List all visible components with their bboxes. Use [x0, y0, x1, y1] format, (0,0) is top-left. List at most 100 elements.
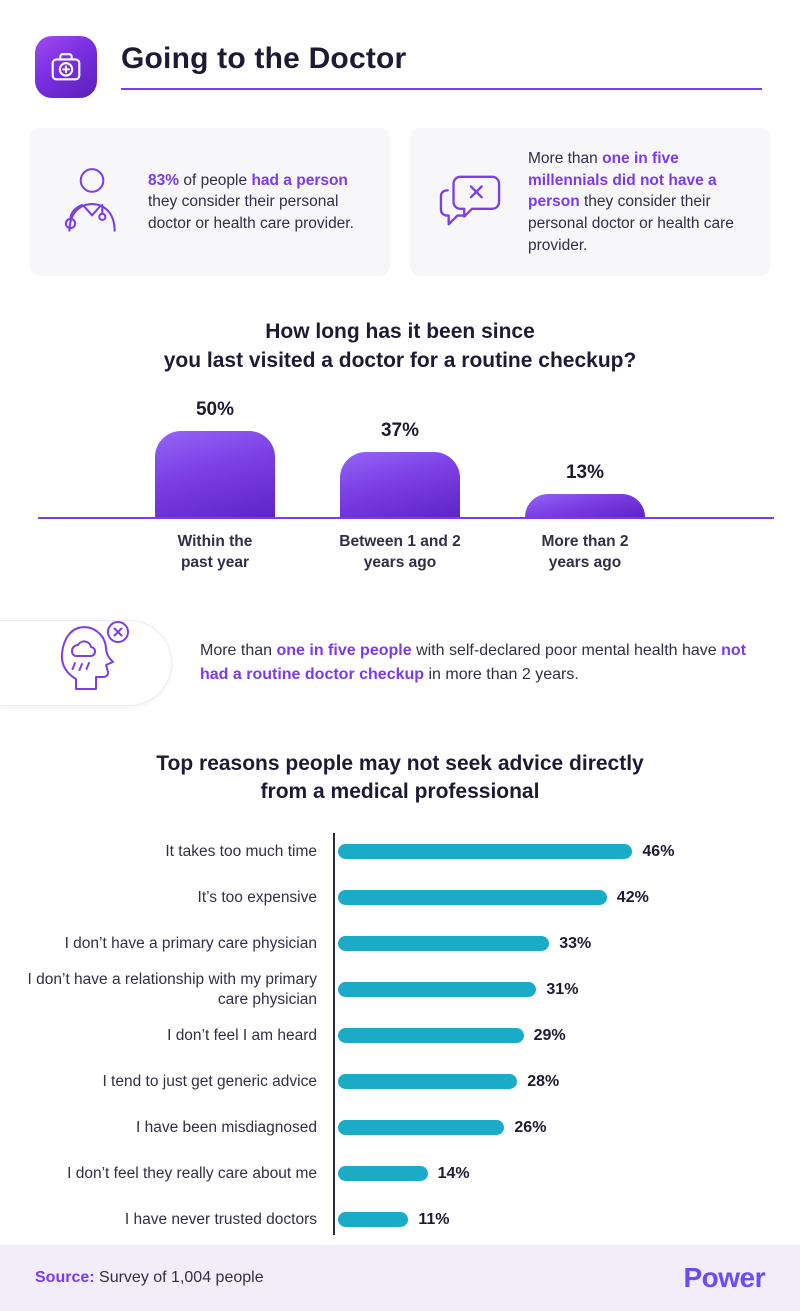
bar-label: I don’t have a relationship with my prim…: [27, 970, 317, 1008]
bar: [338, 1166, 428, 1182]
stat-highlight: had a person: [251, 171, 348, 189]
chart-title-line1: Top reasons people may not seek advice d…: [156, 751, 644, 775]
category-line: Between 1 and 2: [339, 533, 461, 551]
stat-card-text: More than one in five millennials did no…: [528, 148, 752, 256]
bar-value-label: 26%: [514, 1118, 547, 1136]
category-label: Between 1 and 2 years ago: [320, 532, 480, 574]
mental-health-icon: [38, 618, 134, 707]
category-line: past year: [180, 554, 250, 572]
bar-value-label: 29%: [533, 1026, 566, 1044]
bar: [338, 936, 550, 952]
chart-title-line2: from a medical professional: [260, 780, 540, 804]
chart-title-line1: How long has it been since: [265, 320, 535, 344]
stat-card-millennials: More than one in five millennials did no…: [410, 128, 770, 277]
source-note: Source: Survey of 1,004 people: [35, 1269, 264, 1287]
bar: [155, 431, 275, 518]
stat-card-text: 83% of people had a person they consider…: [148, 170, 372, 235]
bar-label: I tend to just get generic advice: [102, 1072, 317, 1090]
bar-row: I have never trusted doctors 11%: [15, 1197, 800, 1243]
medical-kit-icon: [35, 36, 97, 98]
bar-label: I have never trusted doctors: [124, 1210, 317, 1228]
bar-value-label: 37%: [380, 420, 420, 442]
bar-label: I don’t have a primary care physician: [64, 934, 317, 952]
bar-row: I don’t feel I am heard 29%: [15, 1013, 800, 1059]
top-reasons-chart: Top reasons people may not seek advice d…: [0, 750, 800, 1243]
bar-value-label: 28%: [527, 1072, 560, 1090]
bar: [338, 1028, 524, 1044]
checkup-recency-chart: How long has it been since you last visi…: [0, 318, 800, 574]
bar-row: I don’t have a primary care physician 33…: [15, 921, 800, 967]
stat-card-personal-doctor: 83% of people had a person they consider…: [30, 128, 390, 277]
bar-row: It takes too much time 46%: [15, 829, 800, 875]
bar-zone: 46%: [333, 843, 674, 861]
bar-row: I tend to just get generic advice 28%: [15, 1059, 800, 1105]
callout-segment: More than: [200, 641, 277, 659]
bar: [338, 1074, 518, 1090]
bar-value-label: 42%: [616, 888, 649, 906]
bar-group-2-plus-years: 13%: [505, 399, 665, 518]
footer: Source: Survey of 1,004 people Power: [0, 1245, 800, 1311]
bar-zone: 29%: [333, 1027, 566, 1045]
header: Going to the Doctor: [0, 0, 800, 98]
page-title: Going to the Doctor: [121, 42, 407, 75]
stat-highlight: one in five millennials did not have a p…: [528, 150, 717, 211]
mental-health-callout: More than one in five people with self-d…: [0, 618, 800, 707]
callout-text: More than one in five people with self-d…: [200, 639, 756, 687]
category-line: years ago: [363, 554, 437, 572]
chart-title: How long has it been since you last visi…: [0, 318, 800, 375]
bar-group-past-year: 50%: [135, 399, 295, 518]
callout-icon-pill: [0, 618, 172, 707]
category-label: More than 2 years ago: [505, 532, 665, 574]
bar: [525, 494, 645, 518]
chart-baseline: [38, 517, 774, 520]
bar: [340, 452, 460, 518]
category-line: years ago: [548, 554, 622, 572]
stat-text: they consider their personal doctor or h…: [148, 193, 354, 233]
source-text: Survey of 1,004 people: [94, 1269, 264, 1286]
bar-value-label: 31%: [546, 980, 579, 998]
bar: [338, 844, 633, 860]
horizontal-bars: It takes too much time 46% It’s too expe…: [0, 829, 800, 1243]
bar-label: It’s too expensive: [197, 888, 317, 906]
bar-zone: 26%: [333, 1119, 546, 1137]
stat-text: of people: [179, 171, 252, 189]
bar-zone: 42%: [333, 889, 649, 907]
callout-segment: with self-declared poor mental health ha…: [411, 641, 722, 659]
bar-value-label: 33%: [559, 934, 592, 952]
bar-label: I don’t feel they really care about me: [67, 1164, 317, 1182]
bar-value-label: 11%: [418, 1210, 450, 1228]
bar-label: It takes too much time: [165, 842, 317, 860]
doctor-icon: [48, 163, 132, 241]
category-line: More than 2: [541, 533, 629, 551]
bar-value-label: 14%: [437, 1164, 470, 1182]
bar-row: It’s too expensive 42%: [15, 875, 800, 921]
callout-segment: in more than 2 years.: [424, 665, 579, 683]
bar-zone: 11%: [333, 1211, 450, 1229]
bar: [338, 890, 607, 906]
category-line: Within the: [177, 533, 253, 551]
stat-text: More than: [528, 150, 603, 167]
bar-value-label: 46%: [642, 842, 675, 860]
chart-title-line2: you last visited a doctor for a routine …: [163, 348, 637, 372]
chat-dismiss-icon: [428, 171, 512, 233]
bar-row: I have been misdiagnosed 26%: [15, 1105, 800, 1151]
bar-zone: 33%: [333, 935, 591, 953]
power-logo: Power: [683, 1262, 765, 1293]
bar: [338, 1120, 505, 1136]
callout-highlight: not had a routine doctor checkup: [200, 641, 747, 683]
bar-zone: 28%: [333, 1073, 559, 1091]
bar-value-label: 13%: [565, 462, 605, 484]
bar-value-label: 50%: [195, 399, 235, 421]
bar-row: I don’t have a relationship with my prim…: [15, 967, 800, 1013]
bar-zone: 14%: [333, 1165, 470, 1183]
bar-label: I don’t feel I am heard: [167, 1026, 317, 1044]
bar-zone: 31%: [333, 981, 578, 999]
vertical-bars: 50% 37% 13%: [0, 399, 800, 518]
bar-label: I have been misdiagnosed: [136, 1118, 317, 1136]
stat-text: they consider their personal doctor or h…: [528, 193, 734, 254]
bar: [338, 982, 537, 998]
stat-cards-row: 83% of people had a person they consider…: [30, 128, 770, 277]
bar-row: I don’t feel they really care about me 1…: [15, 1151, 800, 1197]
bar: [338, 1212, 409, 1228]
